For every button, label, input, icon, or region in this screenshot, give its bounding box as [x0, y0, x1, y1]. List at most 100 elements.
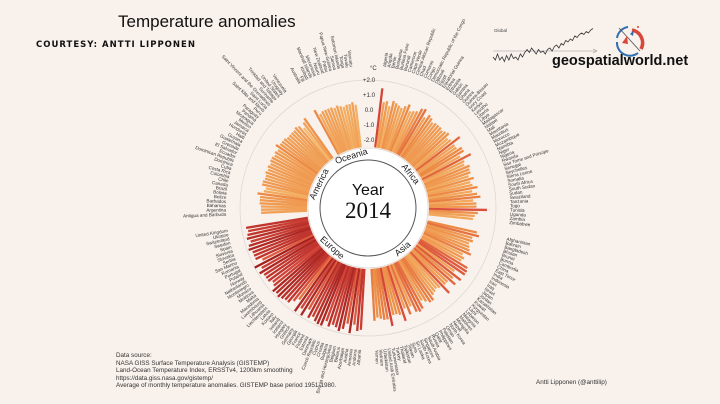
bar-south-korea: [389, 264, 412, 315]
bar-mauritius: [420, 155, 461, 180]
country-label: Afghanistan: [506, 236, 531, 246]
bar-georgia: [307, 260, 339, 311]
bar-east-timor: [422, 233, 464, 256]
bar-somalia: [427, 185, 478, 198]
bar-belgium: [337, 267, 355, 332]
bar-france: [307, 261, 340, 319]
country-label: Nepal: [452, 320, 463, 333]
bar-latvia: [280, 251, 327, 300]
bar-madagascar: [416, 144, 456, 174]
bar-lesotho: [413, 137, 449, 169]
center-circle: [319, 159, 417, 257]
bar-paraguay: [283, 138, 322, 171]
country-label: Zambia: [509, 216, 525, 222]
country-label: South Sudan: [508, 183, 535, 191]
country-label: Congo: [426, 66, 437, 81]
country-label: Serbia: [222, 256, 237, 266]
country-label: Libya: [479, 112, 491, 123]
bar-turkmenistan: [377, 267, 389, 320]
country-label: Slovakia: [217, 252, 235, 263]
bar-south-sudan: [428, 192, 478, 202]
country-label: Nigeria: [500, 149, 516, 159]
source-link[interactable]: https://data.giss.nasa.gov/gistemp/: [116, 374, 213, 382]
bar-suriname: [294, 126, 328, 164]
country-label: Niger: [498, 146, 510, 155]
bar-chad: [389, 104, 411, 152]
bar-qatar: [396, 261, 424, 310]
bar-djibouti: [396, 108, 424, 156]
country-label: Burkina Faso: [399, 43, 410, 71]
bar-czech-republic: [319, 264, 347, 326]
country-label: Chad: [419, 65, 428, 77]
country-label: Palau: [321, 60, 329, 73]
bar-iran: [419, 238, 468, 270]
bars-layer: [239, 79, 497, 337]
scale-unit: °C: [370, 66, 377, 72]
country-label: Slovenia: [215, 248, 234, 258]
bar-lebanon: [409, 251, 450, 294]
bar-belarus: [341, 267, 357, 330]
page-title: Temperature anomalies: [118, 12, 296, 31]
bar-burundi: [382, 103, 398, 150]
country-label: Armenia: [347, 348, 354, 366]
bar-cuba: [264, 177, 310, 193]
country-label: Brazil: [216, 185, 228, 191]
country-label: Sweden: [214, 240, 232, 249]
bar-san-marino: [253, 230, 313, 257]
bar-laos: [410, 250, 447, 286]
bar-united-arab-emirates: [375, 268, 386, 320]
bar-albania: [359, 268, 366, 330]
country-label: Namibia: [496, 140, 514, 152]
bar-finland: [311, 261, 342, 318]
country-label: Sudan: [509, 190, 523, 196]
bar-mali: [418, 146, 463, 177]
bar-congo: [393, 110, 415, 154]
bar-iceland: [298, 256, 333, 301]
bar-bosnia-and-herzegovina: [334, 266, 354, 328]
bar-togo: [428, 205, 477, 209]
bar-india: [421, 235, 465, 260]
bar-morocco: [421, 153, 472, 181]
country-label: Uganda: [510, 212, 527, 218]
country-label: Sierra Leone: [506, 169, 533, 180]
bar-united-states: [302, 127, 331, 162]
source-line: Average of monthly temperature anomalies…: [116, 382, 337, 390]
bar-oman: [400, 258, 432, 303]
country-label: Samoa: [329, 55, 337, 71]
inset-label: Global: [494, 28, 507, 33]
country-label: Syria: [411, 342, 419, 354]
bar-turkey: [379, 267, 394, 327]
country-label: Italy: [268, 314, 278, 324]
bar-pakistan: [399, 259, 428, 302]
bar-bhutan: [425, 225, 474, 243]
bar-saudi-arabia: [392, 262, 418, 313]
country-label: Somalia: [507, 175, 525, 183]
country-label: Dominica: [214, 157, 234, 168]
bar-liechtenstein: [277, 250, 326, 298]
country-label: Chile: [218, 176, 230, 183]
bar-kosovo: [284, 252, 328, 301]
country-label: Brunei: [501, 253, 515, 262]
bar-malta: [272, 244, 321, 283]
country-label: Djibouti: [434, 69, 446, 85]
country-label: Haiti: [235, 131, 245, 140]
center-label: Year: [352, 182, 385, 199]
bar-malawi: [417, 146, 457, 175]
bar-portugal: [261, 233, 314, 261]
bar-china: [423, 232, 472, 256]
bar-hungary: [293, 257, 334, 312]
bar-croatia: [327, 265, 350, 327]
country-label: Burundi: [403, 55, 412, 72]
country-label: Cameroon: [407, 50, 418, 72]
bar-argentina: [260, 207, 308, 211]
country-label: Eritrea: [445, 77, 457, 91]
country-label: Bahamas: [207, 203, 227, 208]
country-label: Bahrain: [505, 241, 522, 250]
country-label: Cuba: [220, 163, 232, 171]
attribution: Antti Lipponen (@anttilip): [536, 379, 607, 386]
bar-kyrgyzstan: [411, 248, 449, 283]
bar-haiti: [274, 154, 316, 180]
bar-slovakia: [248, 227, 311, 252]
scale-tick-label: 0.0: [365, 107, 374, 114]
bar-kuwait: [413, 247, 456, 286]
